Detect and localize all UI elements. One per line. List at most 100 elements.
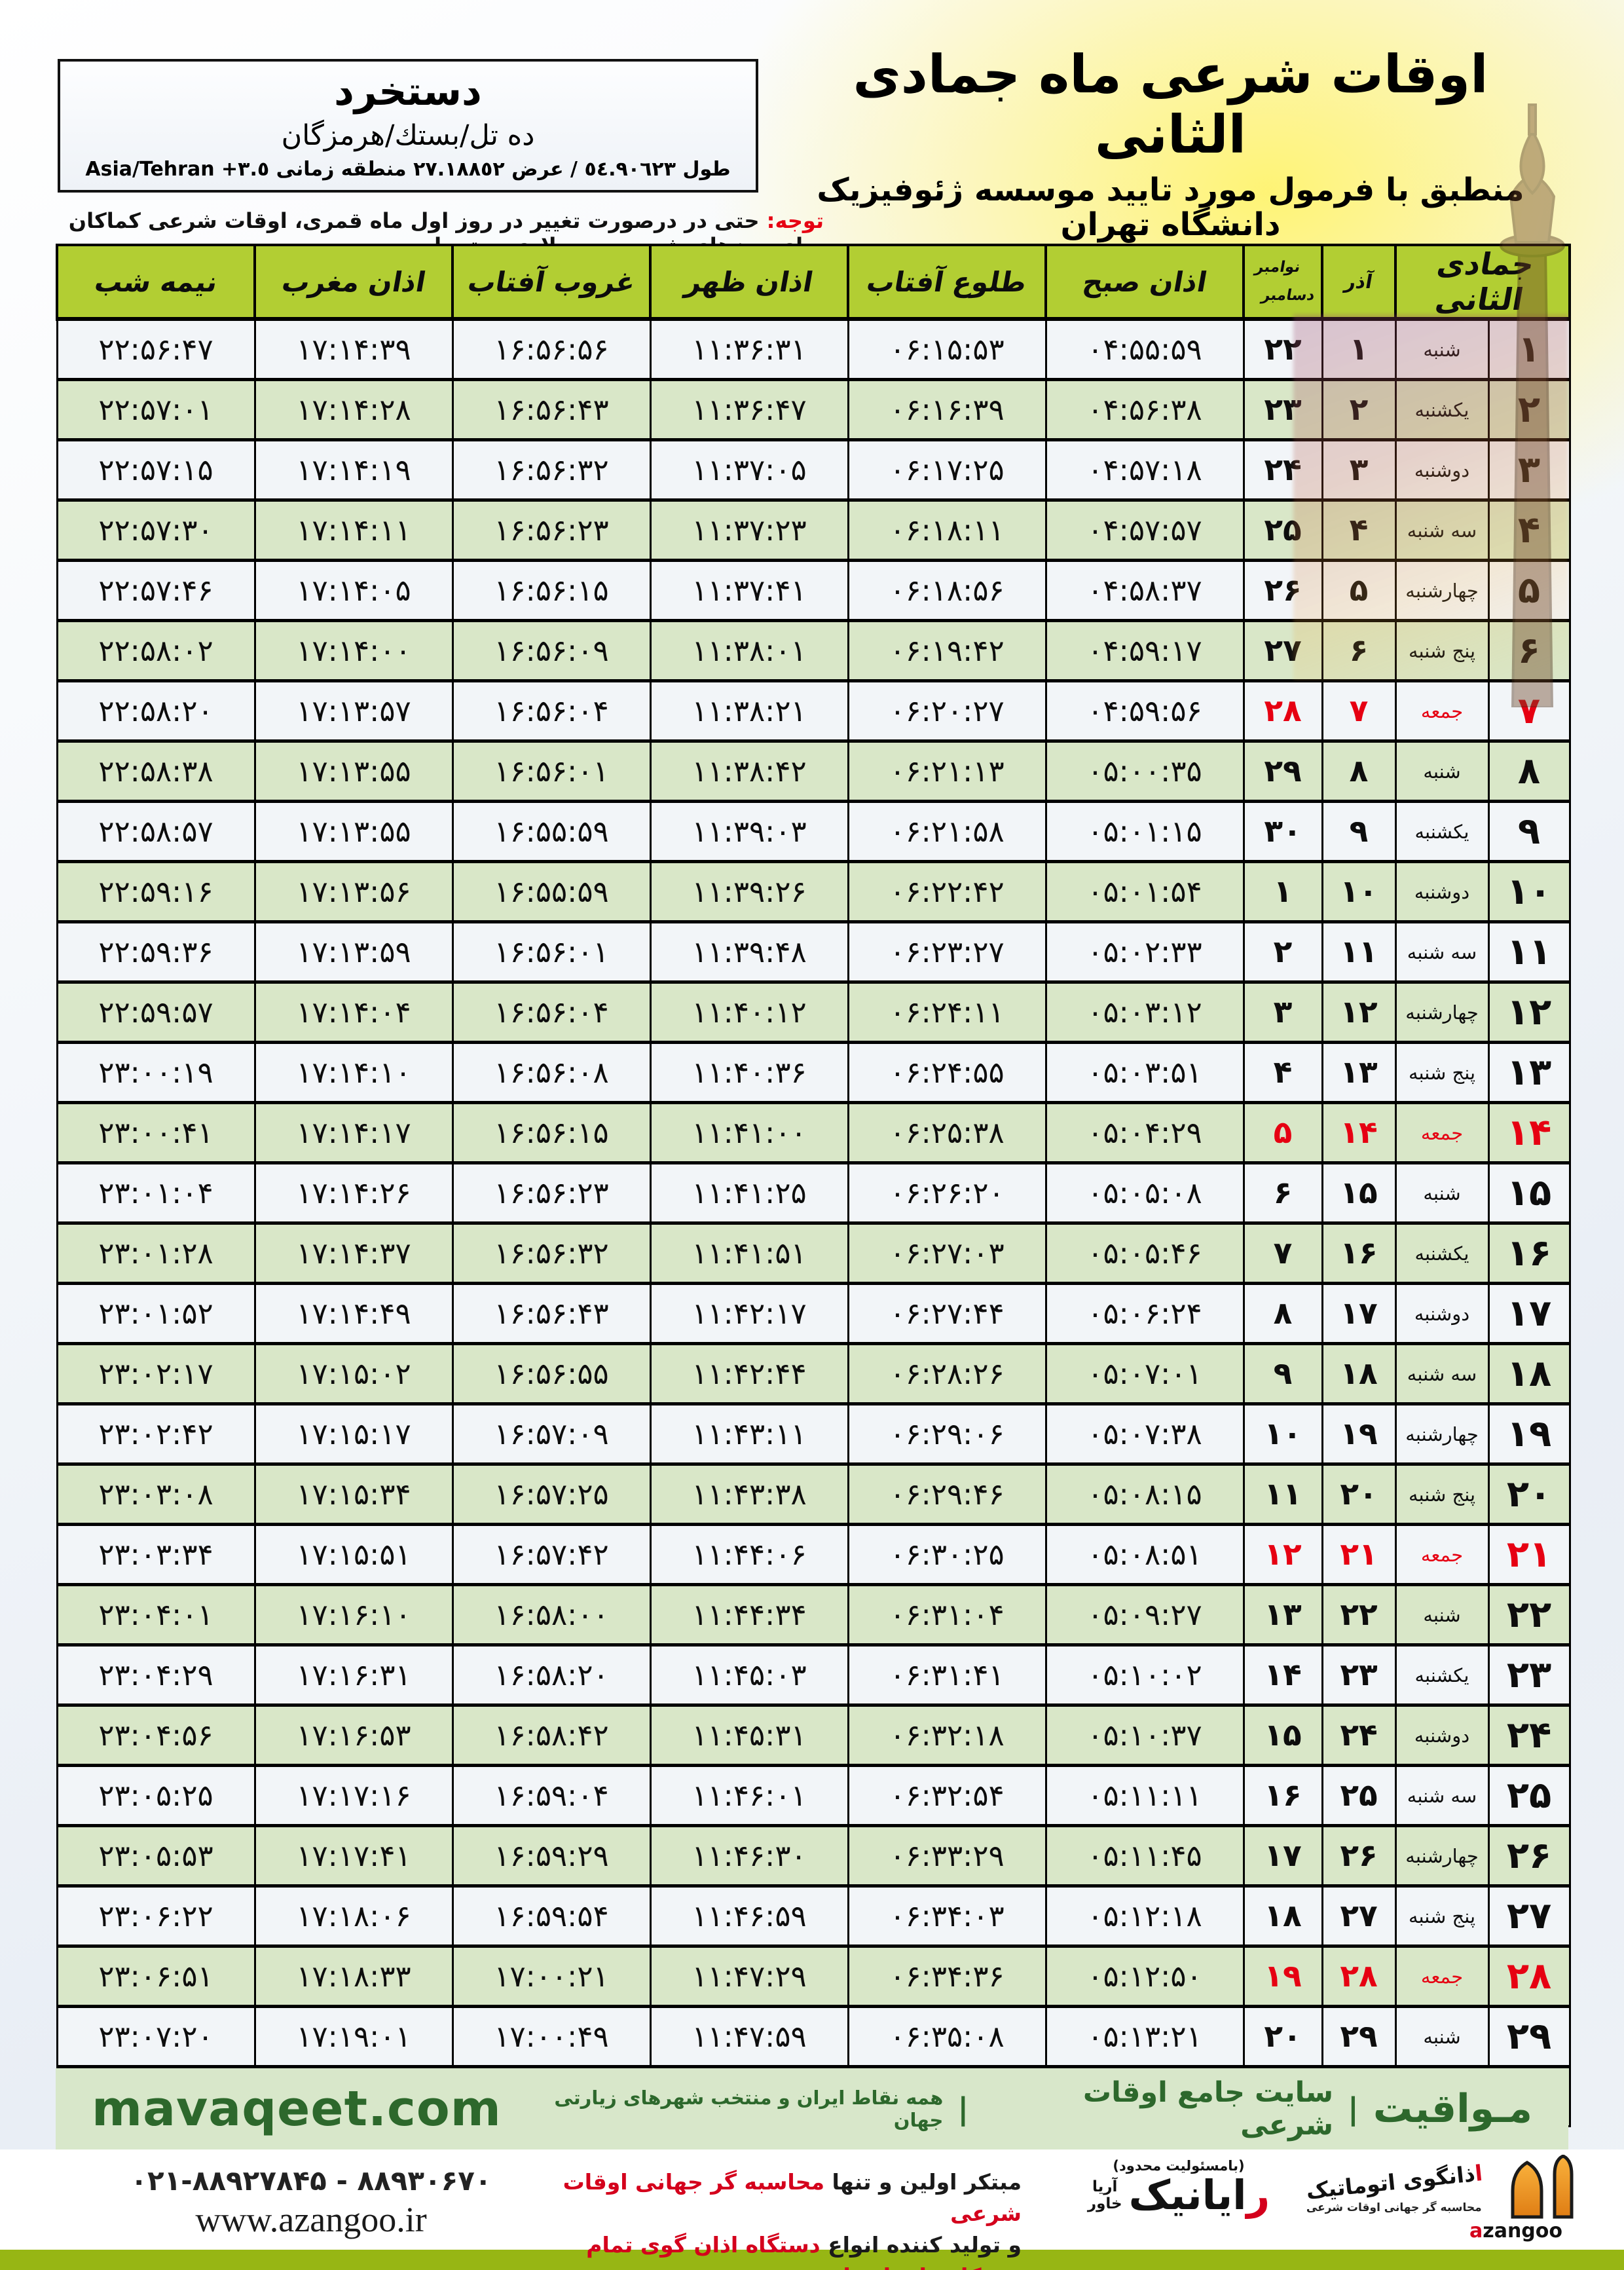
fajr-time-cell: ۰۵:۰۰:۳۵ bbox=[1044, 740, 1245, 802]
fajr-time-cell: ۰۵:۰۵:۴۶ bbox=[1044, 1222, 1245, 1284]
rayanik-khavar-aria: آریا خاور bbox=[1087, 2178, 1122, 2212]
dhuhr-time-cell: ۱۱:۳۷:۴۱ bbox=[649, 559, 849, 622]
mavaqeet-url[interactable]: mavaqeet.com bbox=[92, 2081, 502, 2137]
jumada-day-cell: ۲۴ bbox=[1487, 1704, 1571, 1766]
midnight-time-cell: ۲۳:۰۲:۱۷ bbox=[56, 1343, 256, 1405]
maghrib-time-cell: ۱۷:۱۸:۰۶ bbox=[253, 1885, 454, 1947]
coordinates-line: طول ٥٤.٩٠٦٢٣ / عرض ٢٧.١٨٨٥٢ منطقه زمانی … bbox=[85, 158, 731, 181]
table-row: ۱۴ جمعه ۱۴ ۵ ۰۵:۰۴:۲۹ ۰۶:۲۵:۳۸ ۱۱:۴۱:۰۰ … bbox=[56, 1102, 1571, 1164]
rayanik-logo: (بامسئولیت محدود) رایانیک آریا خاور bbox=[1048, 2158, 1310, 2216]
table-row: ۲۴ دوشنبه ۲۴ ۱۵ ۰۵:۱۰:۳۷ ۰۶:۳۲:۱۸ ۱۱:۴۵:… bbox=[56, 1704, 1571, 1766]
fajr-time-cell: ۰۵:۰۷:۰۱ bbox=[1044, 1343, 1245, 1405]
sunrise-time-cell: ۰۶:۲۰:۲۷ bbox=[847, 680, 1047, 742]
maghrib-time-cell: ۱۷:۱۴:۱۹ bbox=[253, 439, 454, 501]
sunset-time-cell: ۱۶:۵۵:۵۹ bbox=[451, 800, 652, 863]
column-header-azar: آذر bbox=[1321, 244, 1397, 321]
jumada-day-cell: ۸ bbox=[1487, 740, 1571, 802]
jumada-day-cell: ۱۵ bbox=[1487, 1162, 1571, 1224]
table-row: ۲۰ پنج شنبه ۲۰ ۱۱ ۰۵:۰۸:۱۵ ۰۶:۲۹:۴۶ ۱۱:۴… bbox=[56, 1463, 1571, 1525]
jumada-day-cell: ۱۱ bbox=[1487, 921, 1571, 983]
midnight-time-cell: ۲۳:۰۶:۲۲ bbox=[56, 1885, 256, 1947]
sunset-time-cell: ۱۶:۵۶:۴۳ bbox=[451, 1282, 652, 1345]
azar-day-cell: ۱۴ bbox=[1321, 1102, 1397, 1164]
mavaqeet-description: مـواقیت | سایت جامع اوقات شرعی | همه نقا… bbox=[502, 2076, 1532, 2142]
sunrise-time-cell: ۰۶:۲۳:۲۷ bbox=[847, 921, 1047, 983]
azar-day-cell: ۱۹ bbox=[1321, 1403, 1397, 1465]
azar-day-cell: ۸ bbox=[1321, 740, 1397, 802]
jumada-day-cell: ۱۷ bbox=[1487, 1282, 1571, 1345]
sunrise-time-cell: ۰۶:۲۱:۵۸ bbox=[847, 800, 1047, 863]
weekday-cell: یکشنبه bbox=[1394, 1222, 1490, 1284]
fajr-time-cell: ۰۵:۰۲:۳۳ bbox=[1044, 921, 1245, 983]
table-row: ۸ شنبه ۸ ۲۹ ۰۵:۰۰:۳۵ ۰۶:۲۱:۱۳ ۱۱:۳۸:۴۲ ۱… bbox=[56, 740, 1571, 802]
gregorian-day-cell: ۷ bbox=[1242, 1222, 1323, 1284]
midnight-time-cell: ۲۳:۰۵:۵۳ bbox=[56, 1825, 256, 1887]
maghrib-time-cell: ۱۷:۱۷:۴۱ bbox=[253, 1825, 454, 1887]
times-table-body: ۱ شنبه ۱ ۲۲ ۰۴:۵۵:۵۹ ۰۶:۱۵:۵۳ ۱۱:۳۶:۳۱ ۱… bbox=[56, 318, 1571, 2127]
sunset-time-cell: ۱۶:۵۸:۲۰ bbox=[451, 1644, 652, 1706]
fajr-time-cell: ۰۵:۰۹:۲۷ bbox=[1044, 1584, 1245, 1646]
fajr-time-cell: ۰۴:۵۹:۵۶ bbox=[1044, 680, 1245, 742]
midnight-time-cell: ۲۲:۵۷:۱۵ bbox=[56, 439, 256, 501]
sunrise-time-cell: ۰۶:۱۷:۲۵ bbox=[847, 439, 1047, 501]
fajr-time-cell: ۰۵:۱۱:۱۱ bbox=[1044, 1764, 1245, 1827]
claim-line-2: و تولید کننده انواع دستگاه اذان گوی تمام… bbox=[586, 2231, 1022, 2270]
gregorian-day-cell: ۱۷ bbox=[1242, 1825, 1323, 1887]
table-row: ۱۷ دوشنبه ۱۷ ۸ ۰۵:۰۶:۲۴ ۰۶:۲۷:۴۴ ۱۱:۴۲:۱… bbox=[56, 1282, 1571, 1345]
page-title: اوقات شرعی ماه جمادی الثانی bbox=[853, 44, 1488, 165]
azar-day-cell: ۲۰ bbox=[1321, 1463, 1397, 1525]
azangoo-persian-text: اذانگوی اتوماتیک محاسبه گر جهانی اوقات ش… bbox=[1304, 2160, 1483, 2223]
sunset-time-cell: ۱۶:۵۶:۱۵ bbox=[451, 559, 652, 622]
weekday-cell: سه شنبه bbox=[1394, 499, 1490, 561]
jumada-day-cell: ۲ bbox=[1487, 379, 1571, 441]
azar-day-cell: ۱۱ bbox=[1321, 921, 1397, 983]
azar-day-cell: ۴ bbox=[1321, 499, 1397, 561]
midnight-time-cell: ۲۳:۰۴:۲۹ bbox=[56, 1644, 256, 1706]
maghrib-time-cell: ۱۷:۱۴:۳۹ bbox=[253, 318, 454, 381]
sunset-time-cell: ۱۶:۵۵:۵۹ bbox=[451, 861, 652, 923]
gregorian-day-cell: ۶ bbox=[1242, 1162, 1323, 1224]
dhuhr-time-cell: ۱۱:۴۷:۲۹ bbox=[649, 1945, 849, 2007]
sunrise-time-cell: ۰۶:۳۲:۱۸ bbox=[847, 1704, 1047, 1766]
maghrib-time-cell: ۱۷:۱۷:۱۶ bbox=[253, 1764, 454, 1827]
gregorian-day-cell: ۲۵ bbox=[1242, 499, 1323, 561]
weekday-cell: پنج شنبه bbox=[1394, 1041, 1490, 1104]
sunset-time-cell: ۱۶:۵۹:۰۴ bbox=[451, 1764, 652, 1827]
gregorian-day-cell: ۱۱ bbox=[1242, 1463, 1323, 1525]
gregorian-day-cell: ۲۰ bbox=[1242, 2005, 1323, 2068]
sunset-time-cell: ۱۶:۵۶:۳۲ bbox=[451, 439, 652, 501]
azar-day-cell: ۳ bbox=[1321, 439, 1397, 501]
separator: | bbox=[957, 2091, 969, 2127]
azangoo-website[interactable]: www.azangoo.ir bbox=[195, 2200, 427, 2239]
separator: | bbox=[1348, 2091, 1359, 2127]
table-row: ۶ پنج شنبه ۶ ۲۷ ۰۴:۵۹:۱۷ ۰۶:۱۹:۴۲ ۱۱:۳۸:… bbox=[56, 620, 1571, 682]
sunset-time-cell: ۱۶:۵۹:۵۴ bbox=[451, 1885, 652, 1947]
azar-day-cell: ۱ bbox=[1321, 318, 1397, 381]
table-row: ۱۰ دوشنبه ۱۰ ۱ ۰۵:۰۱:۵۴ ۰۶:۲۲:۴۲ ۱۱:۳۹:۲… bbox=[56, 861, 1571, 923]
fajr-time-cell: ۰۴:۵۷:۵۷ bbox=[1044, 499, 1245, 561]
dhuhr-time-cell: ۱۱:۴۶:۵۹ bbox=[649, 1885, 849, 1947]
midnight-time-cell: ۲۲:۵۷:۳۰ bbox=[56, 499, 256, 561]
table-row: ۱۱ سه شنبه ۱۱ ۲ ۰۵:۰۲:۳۳ ۰۶:۲۳:۲۷ ۱۱:۳۹:… bbox=[56, 921, 1571, 983]
sunrise-time-cell: ۰۶:۱۵:۵۳ bbox=[847, 318, 1047, 381]
fajr-time-cell: ۰۴:۵۷:۱۸ bbox=[1044, 439, 1245, 501]
jumada-day-cell: ۲۱ bbox=[1487, 1523, 1571, 1586]
sunset-time-cell: ۱۶:۵۶:۰۴ bbox=[451, 680, 652, 742]
midnight-time-cell: ۲۲:۵۸:۳۸ bbox=[56, 740, 256, 802]
midnight-time-cell: ۲۳:۰۶:۵۱ bbox=[56, 1945, 256, 2007]
fajr-time-cell: ۰۵:۰۷:۳۸ bbox=[1044, 1403, 1245, 1465]
gregorian-day-cell: ۸ bbox=[1242, 1282, 1323, 1345]
gregorian-day-cell: ۱۰ bbox=[1242, 1403, 1323, 1465]
azar-day-cell: ۲۴ bbox=[1321, 1704, 1397, 1766]
maghrib-time-cell: ۱۷:۱۴:۱۷ bbox=[253, 1102, 454, 1164]
midnight-time-cell: ۲۳:۰۱:۲۸ bbox=[56, 1222, 256, 1284]
dhuhr-time-cell: ۱۱:۳۶:۴۷ bbox=[649, 379, 849, 441]
table-row: ۲۸ جمعه ۲۸ ۱۹ ۰۵:۱۲:۵۰ ۰۶:۳۴:۳۶ ۱۱:۴۷:۲۹… bbox=[56, 1945, 1571, 2007]
azar-day-cell: ۹ bbox=[1321, 800, 1397, 863]
table-row: ۷ جمعه ۷ ۲۸ ۰۴:۵۹:۵۶ ۰۶:۲۰:۲۷ ۱۱:۳۸:۲۱ ۱… bbox=[56, 680, 1571, 742]
contact-block: ۰۲۱-۸۸۹۲۷۸۴۵ - ۸۸۹۳۰۶۷۰ www.azangoo.ir bbox=[85, 2165, 537, 2240]
midnight-time-cell: ۲۲:۵۶:۴۷ bbox=[56, 318, 256, 381]
sunset-time-cell: ۱۶:۵۶:۰۱ bbox=[451, 740, 652, 802]
fajr-time-cell: ۰۵:۱۰:۰۲ bbox=[1044, 1644, 1245, 1706]
weekday-cell: دوشنبه bbox=[1394, 1704, 1490, 1766]
